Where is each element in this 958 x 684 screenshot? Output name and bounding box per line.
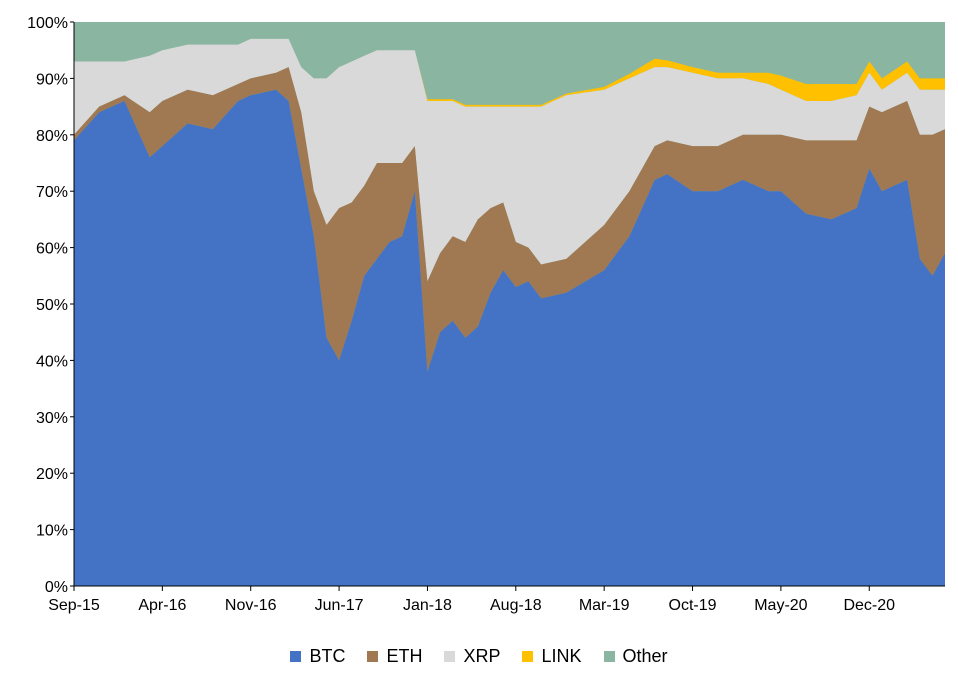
y-tick-label: 100% (27, 15, 68, 32)
legend-swatch (522, 651, 534, 662)
x-tick-label: Aug-18 (490, 597, 542, 614)
y-tick-label: 80% (36, 128, 68, 145)
y-tick-label: 50% (36, 297, 68, 314)
x-tick-label: Jun-17 (315, 597, 364, 614)
legend-swatch (290, 651, 302, 662)
x-tick-label: Oct-19 (669, 597, 717, 614)
y-tick-label: 70% (36, 184, 68, 201)
x-tick-label: Mar-19 (579, 597, 630, 614)
x-tick-label: Apr-16 (138, 597, 186, 614)
legend-item-link: LINK (522, 646, 582, 667)
y-tick-label: 0% (45, 579, 68, 596)
series-area-eth (74, 67, 945, 372)
series-area-btc (74, 89, 945, 586)
x-tick-label: Dec-20 (843, 597, 895, 614)
x-tick-label: Jan-18 (403, 597, 452, 614)
chart-legend: BTC ETH XRP LINK Other (0, 646, 958, 667)
legend-item-eth: ETH (367, 646, 422, 667)
legend-label: ETH (386, 646, 423, 666)
legend-swatch (367, 651, 379, 662)
legend-label: LINK (541, 646, 582, 666)
x-tick-label: Sep-15 (48, 597, 100, 614)
legend-label: BTC (309, 646, 346, 666)
series-area-xrp (74, 38, 945, 282)
legend-item-other: Other (603, 646, 668, 667)
y-tick-label: 20% (36, 466, 68, 483)
legend-item-btc: BTC (290, 646, 345, 667)
x-tick-label: May-20 (754, 597, 807, 614)
legend-item-xrp: XRP (444, 646, 500, 667)
legend-swatch (603, 651, 615, 662)
y-tick-label: 30% (36, 410, 68, 427)
y-tick-label: 10% (36, 523, 68, 540)
legend-label: XRP (463, 646, 501, 666)
y-tick-label: 90% (36, 71, 68, 88)
x-tick-label: Nov-16 (225, 597, 277, 614)
legend-swatch (444, 651, 456, 662)
legend-label: Other (622, 646, 668, 666)
y-tick-label: 40% (36, 353, 68, 370)
y-tick-label: 60% (36, 241, 68, 258)
stacked-area-chart: 0% 10% 20% 30% 40% 50% 60% 70% 80% 90% 100% Sep-15 A… (27, 15, 945, 614)
